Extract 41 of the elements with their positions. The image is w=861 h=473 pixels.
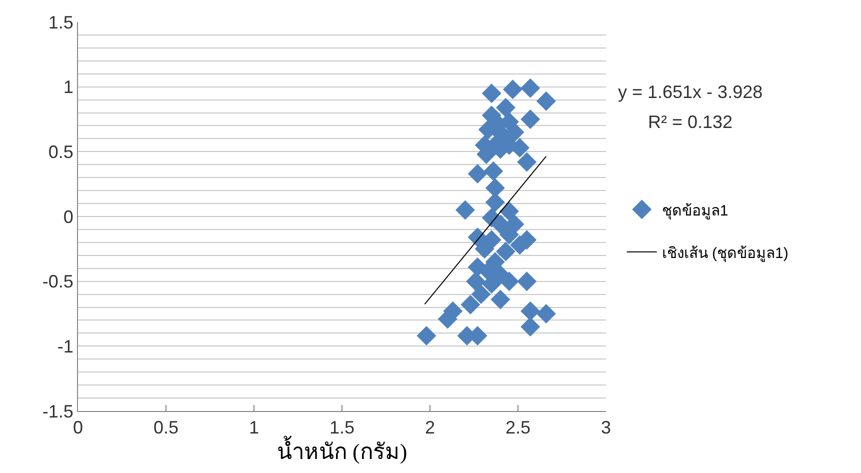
point bbox=[496, 242, 516, 262]
point bbox=[520, 110, 540, 129]
legend-label: เชิงเส้น (ชุดข้อมูล1) bbox=[662, 244, 788, 263]
text: y = 1.651x - 3.928 bbox=[618, 82, 763, 102]
point bbox=[482, 84, 502, 104]
point bbox=[536, 91, 556, 111]
point bbox=[460, 294, 480, 314]
text: R² = 0.132 bbox=[648, 112, 733, 132]
point bbox=[520, 301, 540, 321]
point bbox=[455, 200, 475, 220]
x-tick-label: 2.5 bbox=[505, 418, 531, 438]
point bbox=[520, 316, 540, 336]
x-tick-label: 3 bbox=[600, 418, 612, 438]
point bbox=[499, 202, 519, 222]
y-tick-label: 0.5 bbox=[48, 142, 74, 162]
point bbox=[468, 164, 488, 184]
x-tick-label: 2 bbox=[424, 418, 436, 438]
point bbox=[517, 272, 537, 292]
x-tick-label: 1 bbox=[248, 418, 260, 438]
point bbox=[474, 239, 494, 259]
point bbox=[520, 78, 540, 98]
x-axis-title: น้ำหนัก (กรัม) bbox=[277, 436, 408, 464]
x-tick-label: 0.5 bbox=[153, 418, 179, 438]
point bbox=[496, 98, 516, 118]
x-tick-label: 1.5 bbox=[329, 418, 355, 438]
point bbox=[416, 326, 436, 346]
y-tick-label: 1.5 bbox=[48, 12, 74, 32]
point bbox=[517, 152, 537, 172]
point bbox=[478, 120, 498, 140]
point bbox=[484, 161, 504, 181]
y-tick-label: -0.5 bbox=[42, 272, 74, 292]
legend-label: ชุดข้อมูล1 bbox=[662, 202, 728, 220]
y-tick-label: -1 bbox=[57, 336, 74, 356]
point bbox=[471, 284, 491, 304]
point bbox=[536, 304, 556, 324]
point bbox=[466, 272, 486, 292]
point bbox=[502, 80, 522, 100]
y-tick-label: 1 bbox=[63, 77, 74, 98]
y-tick-label: -1.5 bbox=[42, 401, 74, 422]
y-tick-label: 0 bbox=[63, 206, 74, 227]
point bbox=[490, 290, 510, 310]
